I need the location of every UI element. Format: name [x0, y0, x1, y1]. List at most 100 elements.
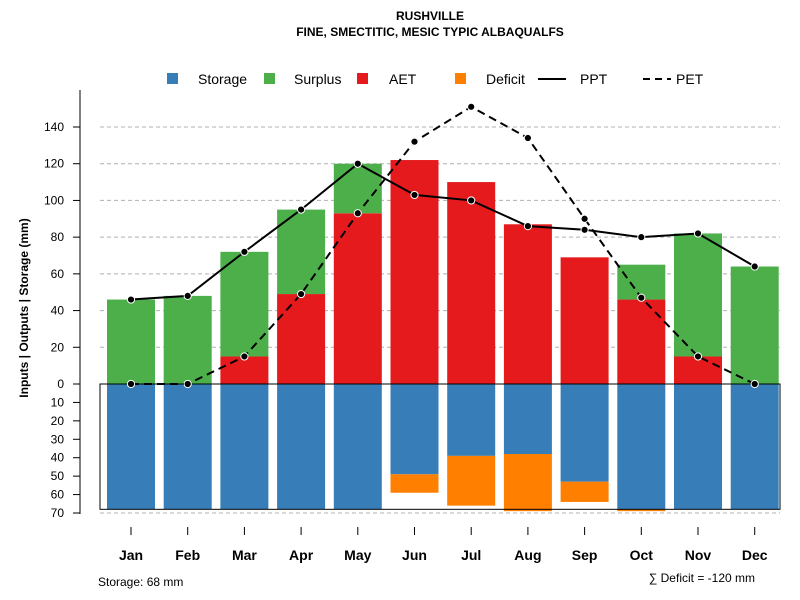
bar-storage-feb	[163, 384, 212, 510]
point-ppt-apr	[297, 205, 306, 214]
bar-aet-sep	[560, 257, 609, 384]
axes: 0 20 40 60 80 100 120 140 10 20 30 40 50 60 70 Jan Feb Ma…	[44, 90, 768, 563]
x-tick-label-oct: Oct	[630, 547, 654, 563]
point-ppt-jul	[467, 196, 476, 205]
y-tick-label: 0	[57, 377, 64, 391]
storage-note: Storage: 68 mm	[98, 575, 183, 589]
bar-storage-mar	[220, 384, 269, 510]
bar-surplus-may	[333, 163, 382, 214]
point-pet-aug	[523, 133, 533, 143]
y-tick-label: 60	[51, 488, 65, 502]
legend-swatch-surplus	[264, 73, 275, 84]
bar-surplus-mar	[220, 251, 269, 357]
point-ppt-aug	[523, 222, 533, 231]
legend-label-storage: Storage	[198, 71, 247, 87]
bar-storage-may	[333, 384, 382, 510]
legend-label-aet: AET	[389, 71, 417, 87]
bar-surplus-apr	[277, 209, 326, 295]
point-ppt-nov	[693, 229, 703, 238]
legend-swatch-storage	[167, 73, 178, 84]
point-pet-dec	[750, 379, 759, 389]
legend-swatch-aet	[357, 73, 368, 84]
y-tick-label: 140	[44, 120, 64, 134]
legend-label-deficit: Deficit	[486, 71, 525, 87]
point-pet-apr	[297, 289, 306, 299]
chart-subtitle: FINE, SMECTITIC, MESIC TYPIC ALBAQUALFS	[296, 25, 564, 39]
y-tick-label: 40	[51, 451, 65, 465]
legend-swatch-deficit	[455, 73, 466, 84]
point-ppt-mar	[240, 247, 249, 256]
bar-storage-jan	[107, 384, 155, 510]
x-tick-label-dec: Dec	[742, 547, 768, 563]
bar-aet-may	[333, 213, 382, 384]
bar-aet-mar	[220, 356, 269, 384]
lines	[126, 102, 759, 389]
bar-storage-apr	[277, 384, 326, 510]
point-ppt-oct	[637, 233, 646, 242]
point-pet-mar	[240, 352, 249, 361]
x-tick-label-feb: Feb	[175, 547, 200, 563]
y-tick-label: 120	[44, 157, 64, 171]
x-tick-label-jun: Jun	[402, 547, 427, 563]
bar-deficit-sep	[560, 481, 609, 502]
y-tick-label: 10	[51, 395, 65, 409]
line-ppt	[130, 162, 756, 301]
bar-aet-nov	[674, 356, 722, 384]
bars	[99, 160, 781, 512]
point-pet-nov	[693, 352, 703, 361]
y-tick-label: 40	[51, 304, 65, 318]
legend-label-pet: PET	[676, 71, 704, 87]
bar-storage-jul	[447, 384, 496, 456]
point-pet-oct	[637, 293, 646, 302]
y-tick-label: 50	[51, 469, 65, 483]
bar-deficit-jul	[447, 455, 496, 506]
x-tick-label-aug: Aug	[514, 547, 541, 563]
bar-surplus-jan	[107, 299, 155, 384]
bar-surplus-feb	[163, 295, 212, 384]
y-axis-label: Inputs | Outputs | Storage (mm)	[17, 218, 31, 397]
bar-deficit-aug	[503, 454, 552, 512]
x-tick-label-jul: Jul	[461, 547, 481, 563]
deficit-note: ∑ Deficit = -120 mm	[649, 571, 755, 585]
bar-storage-nov	[674, 384, 722, 510]
bar-surplus-dec	[730, 266, 779, 384]
bar-storage-oct	[617, 384, 666, 510]
y-tick-label: 20	[51, 340, 65, 354]
chart-title: RUSHVILLE	[396, 9, 464, 23]
legend-label-ppt: PPT	[580, 71, 608, 87]
x-tick-label-jan: Jan	[119, 547, 143, 563]
point-pet-sep	[580, 214, 589, 223]
legend-label-surplus: Surplus	[294, 71, 341, 87]
y-tick-label: 100	[44, 193, 64, 207]
x-tick-label-may: May	[344, 547, 371, 563]
line-pet	[131, 105, 756, 385]
storage-frame	[99, 383, 781, 510]
point-ppt-feb	[183, 291, 192, 300]
point-ppt-jun	[410, 190, 419, 200]
bar-surplus-nov	[674, 233, 722, 357]
bar-storage-jun	[390, 384, 439, 475]
bar-aet-apr	[277, 294, 326, 384]
y-tick-label: 60	[51, 267, 65, 281]
bar-aet-jul	[447, 182, 496, 384]
bar-storage-aug	[503, 384, 552, 455]
point-pet-may	[353, 209, 362, 218]
bar-storage-sep	[560, 384, 609, 482]
bar-storage-dec	[730, 384, 779, 510]
bar-deficit-jun	[390, 474, 439, 493]
y-tick-label: 80	[51, 230, 65, 244]
point-ppt-may	[353, 159, 362, 168]
point-ppt-dec	[750, 262, 759, 271]
bar-aet-aug	[503, 224, 552, 384]
x-tick-label-apr: Apr	[289, 547, 314, 563]
point-pet-jun	[410, 137, 419, 146]
point-pet-jul	[467, 102, 476, 111]
point-pet-jan	[126, 379, 136, 389]
y-tick-label: 30	[51, 432, 65, 446]
x-tick-label-mar: Mar	[232, 547, 257, 563]
point-ppt-jan	[126, 295, 136, 304]
y-tick-label: 20	[51, 414, 65, 428]
bar-deficit-oct	[617, 509, 666, 512]
y-tick-label: 70	[51, 506, 65, 520]
